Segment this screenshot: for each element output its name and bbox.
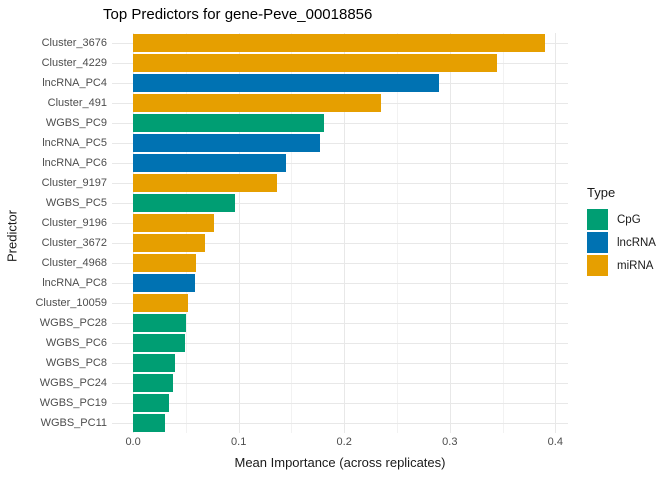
y-tick-label: WGBS_PC11 (40, 417, 107, 429)
gridline-minor (185, 33, 187, 433)
y-tick-label: WGBS_PC28 (39, 317, 107, 329)
bar (133, 194, 236, 212)
bar (133, 54, 498, 72)
y-tick-label: Cluster_4968 (41, 257, 107, 269)
x-axis-title: Mean Importance (across replicates) (234, 455, 446, 470)
gridline-major (238, 33, 240, 433)
bar (133, 234, 205, 252)
y-tick-label: Cluster_9197 (41, 177, 107, 189)
x-tick-label: 0.2 (336, 436, 352, 448)
bar (133, 114, 325, 132)
gridline-row (112, 262, 568, 264)
bar (133, 154, 287, 172)
legend-swatch (587, 232, 608, 253)
gridline-major (555, 33, 557, 433)
bar (133, 174, 277, 192)
bar (133, 274, 196, 292)
bar (133, 354, 176, 372)
y-tick-label: lncRNA_PC5 (42, 137, 107, 149)
y-tick-label: Cluster_3672 (41, 237, 107, 249)
bar (133, 294, 188, 312)
y-tick-label: Cluster_491 (47, 97, 107, 109)
gridline-row (112, 282, 568, 284)
y-tick-label: lncRNA_PC4 (42, 77, 107, 89)
y-tick-label: Cluster_9196 (41, 217, 107, 229)
gridline-row (112, 382, 568, 384)
gridline-major (344, 33, 346, 433)
legend-label: lncRNA (617, 236, 656, 249)
legend-label: miRNA (617, 259, 654, 272)
bar (133, 374, 174, 392)
y-tick-label: Cluster_3676 (41, 37, 107, 49)
x-tick-label: 0.3 (442, 436, 458, 448)
gridline-row (112, 222, 568, 224)
gridline-row (112, 342, 568, 344)
legend-entry: miRNA (587, 255, 656, 276)
gridline-row (112, 402, 568, 404)
gridline-row (112, 422, 568, 424)
gridline-minor (291, 33, 293, 433)
y-tick-label: Cluster_10059 (35, 297, 107, 309)
gridline-row (112, 322, 568, 324)
bar (133, 314, 186, 332)
bar (133, 94, 382, 112)
bar (133, 214, 215, 232)
y-tick-label: WGBS_PC8 (45, 357, 107, 369)
legend-entries: CpG lncRNA miRNA (587, 209, 656, 276)
y-tick-label: WGBS_PC19 (39, 397, 107, 409)
y-tick-label: lncRNA_PC8 (42, 277, 107, 289)
y-tick-label: WGBS_PC9 (45, 117, 107, 129)
legend-label: CpG (617, 213, 641, 226)
gridline-row (112, 302, 568, 304)
legend-title: Type (587, 185, 616, 200)
gridline-row (112, 182, 568, 184)
x-tick-label: 0.4 (547, 436, 563, 448)
y-tick-label: WGBS_PC5 (45, 197, 107, 209)
x-tick-label: 0.0 (125, 436, 141, 448)
bar (133, 394, 169, 412)
gridline-row (112, 202, 568, 204)
legend-swatch (587, 255, 608, 276)
gridline-minor (397, 33, 398, 433)
plot-panel (112, 33, 568, 433)
gridline-row (112, 122, 568, 124)
gridline-row (112, 142, 568, 144)
y-tick-label: Cluster_4229 (41, 57, 107, 69)
gridline-row (112, 242, 568, 244)
legend: Type CpG lncRNA miRNA (587, 185, 656, 278)
chart-title: Top Predictors for gene-Peve_00018856 (103, 6, 373, 23)
gridline-major (449, 33, 451, 433)
y-tick-label: WGBS_PC24 (39, 377, 107, 389)
gridline-row (112, 362, 568, 364)
bar (133, 334, 185, 352)
gridline-minor (502, 33, 504, 433)
legend-entry: CpG (587, 209, 656, 230)
gridline-row (112, 162, 568, 164)
y-tick-label: WGBS_PC6 (45, 337, 107, 349)
bar (133, 414, 165, 432)
bar (133, 74, 440, 92)
bar (133, 34, 545, 52)
y-tick-label: lncRNA_PC6 (42, 157, 107, 169)
legend-entry: lncRNA (587, 232, 656, 253)
x-tick-label: 0.1 (231, 436, 247, 448)
legend-swatch (587, 209, 608, 230)
bar (133, 254, 197, 272)
bar (133, 134, 320, 152)
gridline-major (133, 33, 135, 433)
